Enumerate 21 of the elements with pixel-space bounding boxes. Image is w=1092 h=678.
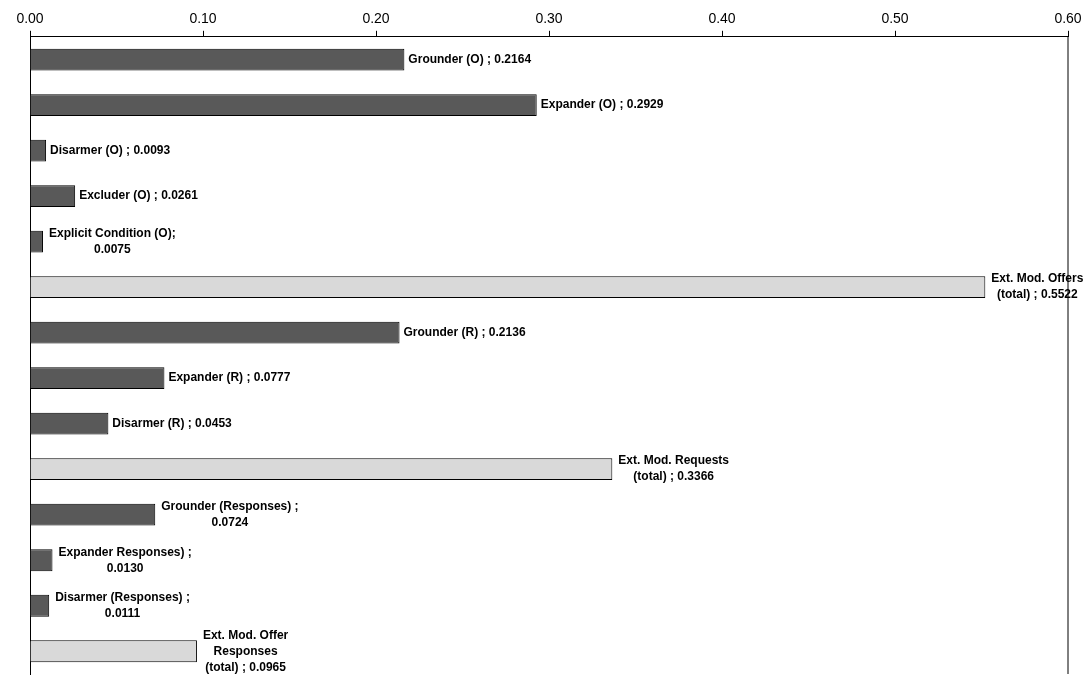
x-tick-label: 0.00 (16, 10, 44, 27)
data-label: Expander (R) ; 0.0777 (168, 370, 291, 385)
data-label: Ext. Mod. Requests (total) ; 0.3366 (618, 453, 730, 484)
data-label: Grounder (O) ; 0.2164 (408, 51, 532, 66)
x-tick-label: 0.40 (708, 10, 736, 27)
x-tick-label: 0.20 (362, 10, 390, 27)
x-tick-label: 0.60 (1054, 10, 1082, 27)
data-label: Expander (O) ; 0.2929 (540, 97, 664, 112)
x-tick-label: 0.50 (881, 10, 909, 27)
data-label: Ext. Mod. Offer Responses (total) ; 0.0965 (202, 627, 289, 674)
data-label: Excluder (O) ; 0.0261 (79, 188, 199, 203)
x-tick-label: 0.30 (535, 10, 563, 27)
data-label: Grounder (R) ; 0.2136 (403, 324, 526, 339)
data-label: Disarmer (O) ; 0.0093 (50, 142, 171, 157)
data-label: Ext. Mod. Offers (total) ; 0.5522 (991, 271, 1084, 302)
data-label: Grounder (Responses) ; 0.0724 (161, 499, 299, 530)
x-tick-label: 0.10 (189, 10, 217, 27)
data-label: Explicit Condition (O); 0.0075 (48, 225, 176, 256)
data-label: Disarmer (Responses) ; 0.0111 (55, 590, 190, 621)
data-label: Expander Responses) ; 0.0130 (58, 544, 192, 575)
data-label: Disarmer (R) ; 0.0453 (112, 415, 233, 430)
